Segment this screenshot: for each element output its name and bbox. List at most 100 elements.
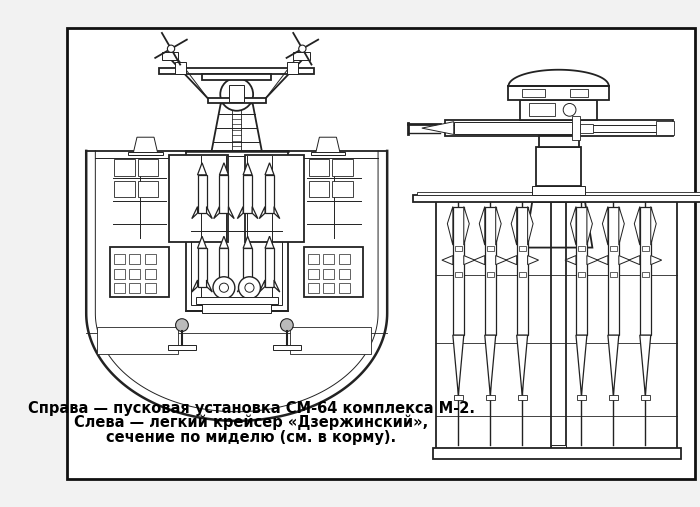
Bar <box>517 206 528 335</box>
Bar <box>642 272 649 276</box>
Circle shape <box>245 283 254 292</box>
Circle shape <box>213 277 235 299</box>
Bar <box>186 151 288 310</box>
Bar <box>532 186 585 195</box>
Circle shape <box>281 319 293 332</box>
Bar <box>323 254 335 264</box>
Bar <box>293 52 309 60</box>
Bar <box>577 395 586 400</box>
Polygon shape <box>496 206 501 245</box>
Circle shape <box>167 45 175 52</box>
Bar <box>578 272 585 276</box>
Circle shape <box>176 319 188 332</box>
Bar <box>243 248 252 286</box>
Bar <box>311 152 345 156</box>
Circle shape <box>239 277 260 299</box>
Polygon shape <box>192 206 197 219</box>
Bar <box>520 100 597 120</box>
Circle shape <box>219 283 228 292</box>
Polygon shape <box>587 256 598 265</box>
Polygon shape <box>528 206 533 245</box>
Bar <box>202 304 272 313</box>
Polygon shape <box>517 335 528 395</box>
Polygon shape <box>485 335 496 395</box>
Bar <box>129 254 140 264</box>
Bar <box>309 159 329 175</box>
Bar <box>433 448 681 459</box>
Bar <box>113 254 125 264</box>
Bar <box>113 269 125 278</box>
Bar <box>444 120 673 136</box>
Polygon shape <box>211 103 262 151</box>
Polygon shape <box>651 256 661 265</box>
Bar <box>145 254 155 264</box>
Polygon shape <box>447 206 453 245</box>
Polygon shape <box>576 335 587 395</box>
Bar <box>115 159 134 175</box>
Bar <box>219 248 228 286</box>
Bar <box>309 181 329 197</box>
Bar <box>115 181 134 197</box>
Polygon shape <box>634 206 640 245</box>
Bar <box>197 175 206 213</box>
Bar <box>162 52 178 60</box>
Bar <box>308 269 318 278</box>
Polygon shape <box>265 163 274 175</box>
Polygon shape <box>603 206 608 245</box>
Bar <box>610 246 617 251</box>
Polygon shape <box>464 206 469 245</box>
Bar <box>197 248 206 286</box>
Bar <box>339 269 350 278</box>
Bar <box>454 122 573 134</box>
Polygon shape <box>565 256 576 265</box>
Bar <box>308 254 318 264</box>
Polygon shape <box>206 280 212 292</box>
Bar <box>332 159 353 175</box>
Bar <box>609 395 618 400</box>
Polygon shape <box>496 256 507 265</box>
Bar <box>145 269 155 278</box>
Bar <box>202 75 272 80</box>
Bar <box>580 124 594 133</box>
Polygon shape <box>206 206 212 219</box>
Bar <box>129 269 140 278</box>
Bar <box>191 156 282 305</box>
Polygon shape <box>651 206 656 245</box>
Polygon shape <box>214 206 219 219</box>
Bar <box>413 195 700 202</box>
Text: Слева — легкий крейсер «Дзержинский»,: Слева — легкий крейсер «Дзержинский», <box>74 415 428 430</box>
Bar <box>455 272 462 276</box>
Polygon shape <box>629 256 640 265</box>
Polygon shape <box>528 256 538 265</box>
Text: Справа — пусковая установка СМ-64 комплекса М-2.: Справа — пусковая установка СМ-64 компле… <box>28 401 475 416</box>
Bar <box>168 345 196 350</box>
Bar <box>486 272 494 276</box>
Text: сечение по миделю (см. в корму).: сечение по миделю (см. в корму). <box>106 430 396 445</box>
Polygon shape <box>587 206 592 245</box>
Bar <box>486 395 495 400</box>
Polygon shape <box>219 236 228 248</box>
Bar <box>519 272 526 276</box>
Bar <box>332 181 353 197</box>
Polygon shape <box>274 280 280 292</box>
Polygon shape <box>252 280 258 292</box>
Bar <box>323 269 335 278</box>
Bar <box>169 156 228 242</box>
Bar <box>138 159 158 175</box>
Bar <box>219 175 228 213</box>
Bar <box>110 247 169 297</box>
Polygon shape <box>237 206 243 219</box>
Bar <box>243 175 252 213</box>
Polygon shape <box>197 236 206 248</box>
Bar <box>159 68 314 75</box>
Bar <box>536 147 582 186</box>
Bar <box>128 152 163 156</box>
Polygon shape <box>192 280 197 292</box>
Polygon shape <box>237 280 243 292</box>
Bar <box>640 206 651 335</box>
Bar <box>517 395 526 400</box>
Bar <box>339 254 350 264</box>
Bar <box>608 206 619 335</box>
Circle shape <box>564 103 576 116</box>
Bar <box>642 246 649 251</box>
